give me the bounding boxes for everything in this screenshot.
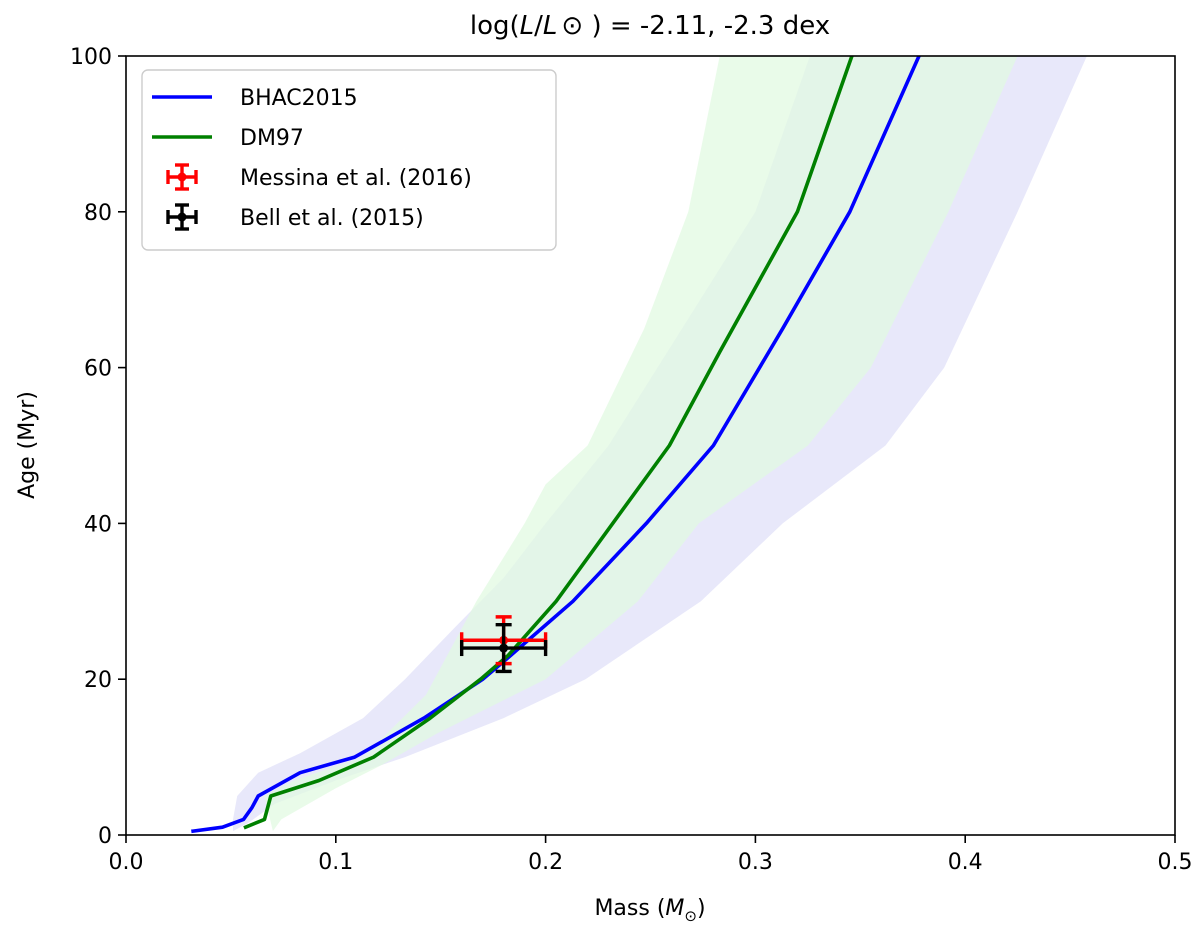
series-lines — [191, 56, 921, 834]
y-tick-label: 80 — [84, 201, 112, 226]
chart-title-prefix: log( — [470, 11, 520, 41]
legend-label-errorbar-0: Messina et al. (2016) — [240, 166, 472, 191]
data-points — [459, 615, 548, 674]
y-tick-label: 0 — [98, 824, 112, 849]
y-tick-label: 40 — [84, 512, 112, 537]
chart-title-l-italic: L — [520, 11, 535, 41]
series-line-dm97 — [243, 56, 854, 830]
x-axis-label-suffix: ) — [697, 896, 706, 921]
x-axis-label-italic: M — [665, 896, 684, 921]
legend-errorbar-marker — [177, 212, 187, 222]
legend-label-bhac2015: BHAC2015 — [240, 86, 358, 111]
legend-items: BHAC2015 DM97 Messina et al. (2016) Bell et… — [152, 86, 472, 231]
x-tick-label: 0.4 — [948, 850, 983, 875]
errorbar-point-1 — [459, 622, 548, 674]
legend-box — [141, 69, 557, 251]
legend-label-dm97: DM97 — [240, 126, 304, 151]
legend: BHAC2015 DM97 Messina et al. (2016) Bell et… — [141, 69, 557, 251]
chart-title-lsun-italic: L — [543, 11, 558, 41]
errorbar-marker-1 — [499, 643, 509, 653]
y-tick-label: 60 — [84, 357, 112, 382]
x-tick-label: 0.3 — [738, 850, 773, 875]
y-axis-ticks: 0 20 40 60 80 100 — [70, 45, 126, 849]
y-tick-label: 100 — [70, 45, 112, 70]
chart-title-slash: / — [534, 11, 543, 41]
x-tick-label: 0.5 — [1158, 850, 1193, 875]
legend-errorbar-marker — [177, 172, 187, 182]
x-tick-label: 0.2 — [528, 850, 563, 875]
x-axis-label: Mass (M⊙) — [594, 896, 705, 925]
chart-title-suffix: ) = -2.11, -2.3 dex — [583, 11, 830, 41]
chart-title: log(L/L ⊙ ) = -2.11, -2.3 dex — [470, 11, 830, 41]
y-tick-label: 20 — [84, 668, 112, 693]
y-axis-label: Age (Myr) — [15, 391, 40, 499]
plot-frame — [125, 55, 1176, 836]
x-axis-label-subscript: ⊙ — [684, 907, 697, 925]
x-tick-label: 0.1 — [318, 850, 353, 875]
chart-title-sun-symbol: ⊙ — [561, 11, 583, 41]
x-axis-label-prefix: Mass ( — [594, 896, 665, 921]
x-tick-label: 0.0 — [109, 850, 144, 875]
x-axis-ticks: 0.0 0.1 0.2 0.3 0.4 0.5 — [109, 835, 1193, 875]
legend-label-errorbar-1: Bell et al. (2015) — [240, 206, 424, 231]
